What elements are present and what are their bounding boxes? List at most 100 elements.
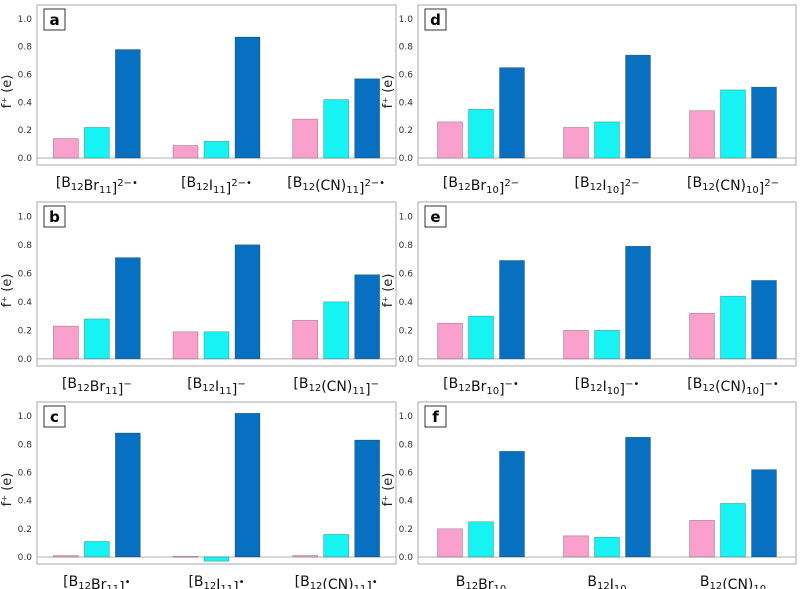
- category-label: [B12Br10]2−: [443, 175, 519, 197]
- category-label: [B12I10]2−: [575, 175, 640, 197]
- y-tick-label: 0.2: [399, 126, 413, 136]
- bar-series-1: [292, 118, 318, 159]
- bar-series-3: [625, 54, 651, 159]
- panel-label: e: [430, 208, 440, 226]
- category-label: [B12(CN)10]−•: [687, 376, 778, 398]
- category-label-s2: 11: [213, 185, 226, 196]
- category-label-s2: 11: [105, 386, 118, 397]
- category-label-s2: 10: [753, 584, 766, 589]
- category-label-mid: Br: [471, 178, 487, 194]
- y-tick-label: 0.8: [399, 43, 414, 53]
- category-label: [B12Br10]−•: [443, 376, 519, 398]
- category-label-mid: Br: [84, 178, 100, 194]
- y-tick-label: 1.0: [399, 412, 414, 422]
- bar-series-1: [689, 312, 715, 360]
- category-label-s1: 12: [71, 182, 84, 193]
- category-label: B12I10: [587, 574, 626, 589]
- y-axis-label: f⁺ (e): [381, 473, 396, 507]
- panel-c: 0.00.20.40.60.81.0f⁺ (e)c[B12Br11]•[B12I…: [0, 401, 397, 589]
- y-tick-label: 0.6: [399, 269, 414, 279]
- category-label-s2: 10: [486, 386, 499, 397]
- bar-series-3: [234, 412, 261, 558]
- category-label: B12Br10: [456, 574, 506, 589]
- category-label-base: [B: [56, 175, 71, 191]
- bar-series-3: [625, 245, 651, 360]
- category-label-sup: −: [123, 379, 131, 390]
- category-label-sup: −•: [764, 379, 778, 390]
- y-tick-label: 1.0: [18, 212, 33, 222]
- category-label-mid: (CN): [322, 577, 353, 589]
- bar-series-1: [563, 330, 589, 360]
- y-axis-label: f⁺ (e): [0, 274, 15, 308]
- category-label-sup: 2−: [625, 178, 640, 189]
- panel-label-box: [424, 405, 447, 428]
- category-label-mid: (CN): [715, 379, 746, 395]
- y-tick-label: 0.2: [18, 326, 32, 336]
- panel-label: c: [50, 408, 59, 426]
- bar-series-3: [234, 36, 261, 159]
- panel-d: 0.00.20.40.60.81.0f⁺ (e)d[B12Br10]2− [B12…: [381, 4, 797, 197]
- category-label-s1: 12: [204, 581, 217, 589]
- category-label-s1: 12: [702, 383, 715, 394]
- bar-series-3: [354, 274, 380, 360]
- bar-series-2: [720, 503, 746, 558]
- y-tick-label: 0.0: [18, 154, 33, 164]
- bar-series-3: [751, 280, 777, 360]
- y-tick-label: 0.8: [18, 241, 33, 251]
- bar-series-1: [292, 320, 318, 360]
- category-label-tail: ]: [233, 580, 238, 589]
- bar-series-2: [323, 99, 349, 159]
- category-label-base: B: [587, 574, 597, 589]
- bar-series-2: [594, 536, 620, 558]
- category-label-base: [B: [188, 574, 203, 589]
- bar-series-2: [594, 121, 620, 159]
- bar-series-3: [751, 86, 777, 159]
- category-label-sup: 2−: [764, 178, 779, 189]
- y-tick-label: 0.8: [18, 43, 33, 53]
- y-tick-label: 0.2: [399, 525, 413, 535]
- y-axis-label: f⁺ (e): [381, 75, 396, 109]
- category-label-s2: 10: [486, 185, 499, 196]
- category-label-base: [B: [687, 376, 702, 392]
- bar-series-2: [468, 109, 494, 159]
- bar-series-1: [437, 322, 463, 360]
- category-label-base: [B: [443, 376, 458, 392]
- category-label-tail: ]: [365, 382, 370, 398]
- category-label-mid: (CN): [715, 178, 746, 194]
- category-label-s2: 11: [219, 386, 232, 397]
- category-label: [B12I11]−: [187, 376, 246, 398]
- category-label-s1: 12: [202, 383, 215, 394]
- bar-series-3: [234, 244, 261, 360]
- category-label-sup: 2−•: [231, 178, 252, 189]
- category-label-s2: 11: [220, 584, 233, 589]
- category-label-s1: 12: [702, 182, 715, 193]
- y-tick-label: 0.0: [18, 553, 33, 563]
- panel-label: b: [49, 208, 60, 226]
- bar-series-3: [354, 439, 380, 558]
- category-label-s1: 12: [590, 182, 603, 193]
- y-tick-label: 0.8: [399, 241, 414, 251]
- panel-label-box: [43, 205, 66, 228]
- category-label-base: [B: [295, 574, 310, 589]
- category-label-tail: ]: [232, 382, 237, 398]
- category-label-s2: 11: [99, 185, 112, 196]
- category-label-sup: −: [237, 379, 245, 390]
- category-label-sup: −•: [625, 379, 639, 390]
- y-tick-label: 0.4: [399, 497, 414, 507]
- bar-series-1: [437, 121, 463, 159]
- category-label: [B12Br11]−: [62, 376, 132, 398]
- y-tick-label: 0.0: [399, 154, 414, 164]
- category-label-mid: I: [215, 379, 219, 395]
- y-axis-label: f⁺ (e): [0, 75, 15, 109]
- category-label-mid: I: [610, 577, 614, 589]
- category-label-s1: 12: [310, 581, 323, 589]
- bar-series-1: [292, 555, 318, 558]
- category-label-s2: 11: [106, 584, 119, 589]
- y-tick-label: 1.0: [399, 212, 414, 222]
- bar-series-2: [323, 301, 349, 360]
- category-label-mid: Br: [478, 577, 494, 589]
- category-label-sup: −: [371, 379, 379, 390]
- y-tick-label: 0.6: [399, 71, 414, 81]
- category-label-sup: •: [239, 577, 245, 588]
- category-label-base: [B: [575, 175, 590, 191]
